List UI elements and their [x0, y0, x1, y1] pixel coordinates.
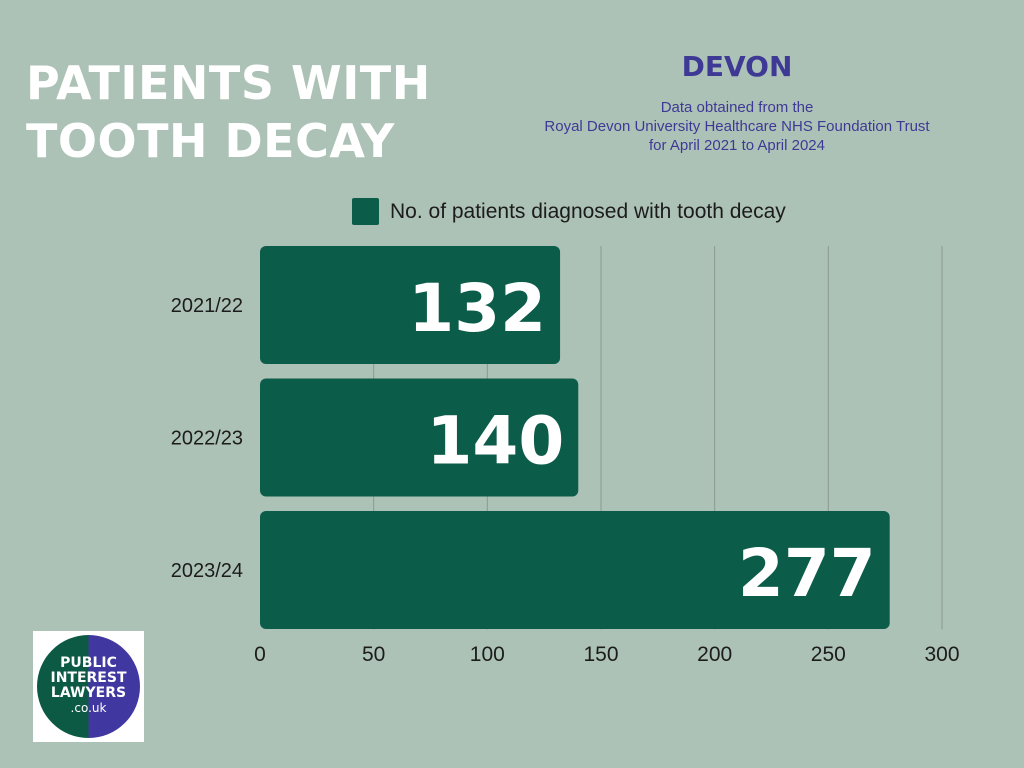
category-label: 2021/22 — [171, 295, 243, 317]
data-source-note: Data obtained from the Royal Devon Unive… — [480, 98, 994, 155]
logo-circle: PUBLIC INTEREST LAWYERS .co.uk — [37, 635, 140, 738]
category-label: 2022/23 — [171, 428, 243, 450]
source-line-2: Royal Devon University Healthcare NHS Fo… — [544, 118, 930, 135]
x-tick-label: 150 — [583, 643, 618, 666]
chart-title: PATIENTS WITH TOOTH DECAY — [26, 54, 431, 170]
title-line-2: TOOTH DECAY — [26, 114, 395, 168]
data-label: 140 — [426, 403, 564, 480]
logo-line-1: PUBLIC — [60, 655, 117, 671]
region-heading: DEVON — [681, 50, 793, 83]
logo-line-3: LAWYERS — [50, 685, 127, 701]
legend-swatch — [352, 198, 379, 225]
bar — [260, 511, 890, 629]
x-tick-label: 0 — [254, 643, 266, 666]
x-tick-label: 100 — [470, 643, 505, 666]
data-label: 132 — [408, 270, 546, 347]
legend-label: No. of patients diagnosed with tooth dec… — [390, 199, 786, 223]
chart-legend: No. of patients diagnosed with tooth dec… — [352, 198, 786, 225]
source-line-3: for April 2021 to April 2024 — [649, 137, 825, 154]
category-label: 2023/24 — [171, 560, 243, 582]
title-line-1: PATIENTS WITH — [26, 56, 431, 110]
logo-text: PUBLIC INTEREST LAWYERS .co.uk — [37, 656, 140, 716]
x-tick-label: 50 — [362, 643, 385, 666]
logo-line-4: .co.uk — [70, 701, 107, 715]
x-tick-label: 250 — [811, 643, 846, 666]
logo-line-2: INTEREST — [50, 670, 127, 686]
x-tick-label: 200 — [697, 643, 732, 666]
bar — [260, 246, 561, 364]
x-tick-label: 300 — [924, 643, 959, 666]
data-label: 277 — [738, 535, 876, 612]
source-line-1: Data obtained from the — [660, 99, 814, 116]
public-interest-lawyers-logo: PUBLIC INTEREST LAWYERS .co.uk — [33, 631, 144, 742]
bar — [260, 378, 579, 497]
